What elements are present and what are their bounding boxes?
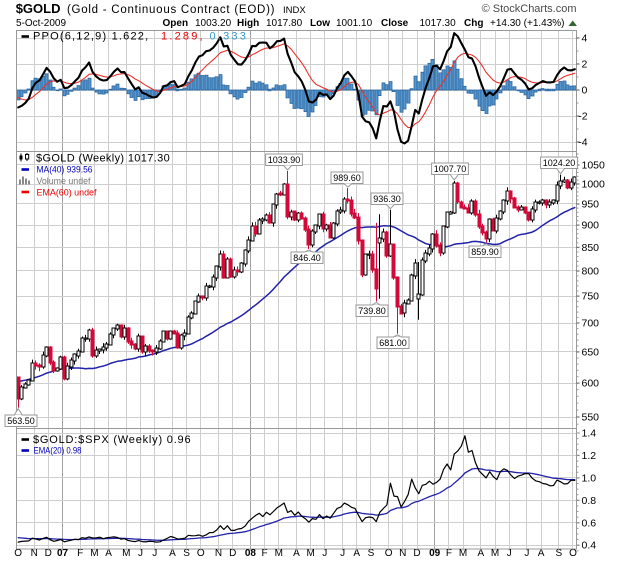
svg-text:A: A xyxy=(353,548,360,559)
svg-text:$GOLD (Weekly) 1017.30: $GOLD (Weekly) 1017.30 xyxy=(36,153,170,165)
svg-text:550: 550 xyxy=(582,412,600,424)
svg-text:A: A xyxy=(538,548,545,559)
svg-text:J: J xyxy=(322,548,327,559)
svg-text:$GOLD (Gold - Continuous Contr: $GOLD (Gold - Continuous Contract (EOD))… xyxy=(16,1,307,16)
svg-text:650: 650 xyxy=(582,346,600,358)
svg-text:936.30: 936.30 xyxy=(373,194,401,204)
svg-text:1000: 1000 xyxy=(582,179,606,191)
svg-text:0.6: 0.6 xyxy=(582,517,597,529)
svg-text:4: 4 xyxy=(582,33,588,45)
svg-text:08: 08 xyxy=(245,548,257,559)
svg-text:800: 800 xyxy=(582,266,600,278)
svg-text:-2: -2 xyxy=(578,111,587,123)
svg-text:M: M xyxy=(307,548,315,559)
svg-text:EMA(20) 0.98: EMA(20) 0.98 xyxy=(34,446,82,457)
svg-text:$GOLD:$SPX (Weekly) 0.96: $GOLD:$SPX (Weekly) 0.96 xyxy=(33,434,191,446)
svg-text:M: M xyxy=(275,548,283,559)
svg-text:1050: 1050 xyxy=(582,160,606,172)
svg-text:700: 700 xyxy=(582,318,600,330)
svg-text:PPO(6,12,9) 1.622,1.289,0.333: PPO(6,12,9) 1.622, 1.289, 0.333 xyxy=(33,31,248,43)
svg-text:09: 09 xyxy=(429,548,441,559)
svg-text:07: 07 xyxy=(57,548,69,559)
svg-text:900: 900 xyxy=(582,220,600,232)
svg-text:1.2: 1.2 xyxy=(582,450,597,462)
svg-text:M: M xyxy=(122,548,130,559)
svg-text:O: O xyxy=(569,548,577,559)
svg-text:2: 2 xyxy=(582,59,588,71)
svg-text:950: 950 xyxy=(582,199,600,211)
svg-text:846.40: 846.40 xyxy=(293,253,321,263)
svg-text:0: 0 xyxy=(582,85,588,97)
svg-text:989.60: 989.60 xyxy=(333,173,361,183)
svg-text:1.0: 1.0 xyxy=(582,472,597,484)
svg-text:J: J xyxy=(152,548,157,559)
svg-text:563.50: 563.50 xyxy=(7,416,35,426)
svg-text:O: O xyxy=(197,548,205,559)
svg-text:D: D xyxy=(413,548,420,559)
svg-text:J: J xyxy=(524,548,529,559)
svg-text:859.90: 859.90 xyxy=(471,247,499,257)
svg-text:-4: -4 xyxy=(578,137,587,149)
svg-text:Volume undef: Volume undef xyxy=(37,176,91,187)
svg-text:739.80: 739.80 xyxy=(358,306,386,316)
svg-text:A: A xyxy=(105,548,112,559)
svg-text:0.8: 0.8 xyxy=(582,495,597,507)
svg-text:1.4: 1.4 xyxy=(582,428,597,440)
svg-text:D: D xyxy=(45,548,52,559)
svg-text:A: A xyxy=(477,548,484,559)
svg-text:S: S xyxy=(555,548,562,559)
svg-text:M: M xyxy=(90,548,98,559)
svg-text:N: N xyxy=(399,548,406,559)
svg-text:N: N xyxy=(215,548,222,559)
svg-text:F: F xyxy=(446,548,452,559)
svg-text:F: F xyxy=(262,548,268,559)
svg-text:EMA(60) undef: EMA(60) undef xyxy=(37,188,97,199)
svg-text:850: 850 xyxy=(582,242,600,254)
svg-text:O: O xyxy=(14,548,22,559)
svg-text:J: J xyxy=(340,548,345,559)
svg-text:1033.90: 1033.90 xyxy=(268,155,301,165)
svg-text:600: 600 xyxy=(582,378,600,390)
svg-text:681.00: 681.00 xyxy=(379,338,407,348)
svg-text:© StockCharts.com: © StockCharts.com xyxy=(482,3,577,15)
svg-text:S: S xyxy=(368,548,375,559)
svg-text:0.4: 0.4 xyxy=(582,540,597,552)
svg-text:750: 750 xyxy=(582,291,600,303)
svg-text:J: J xyxy=(507,548,512,559)
svg-text:S: S xyxy=(183,548,190,559)
svg-text:M: M xyxy=(491,548,499,559)
svg-text:1007.70: 1007.70 xyxy=(434,164,467,174)
svg-text:F: F xyxy=(77,548,83,559)
svg-text:MA(40) 939.56: MA(40) 939.56 xyxy=(37,165,93,176)
svg-text:J: J xyxy=(138,548,143,559)
svg-text:D: D xyxy=(229,548,236,559)
svg-text:O: O xyxy=(385,548,393,559)
svg-text:A: A xyxy=(293,548,300,559)
svg-text:1024.20: 1024.20 xyxy=(543,158,576,168)
svg-text:A: A xyxy=(169,548,176,559)
svg-text:M: M xyxy=(459,548,467,559)
svg-text:N: N xyxy=(31,548,38,559)
